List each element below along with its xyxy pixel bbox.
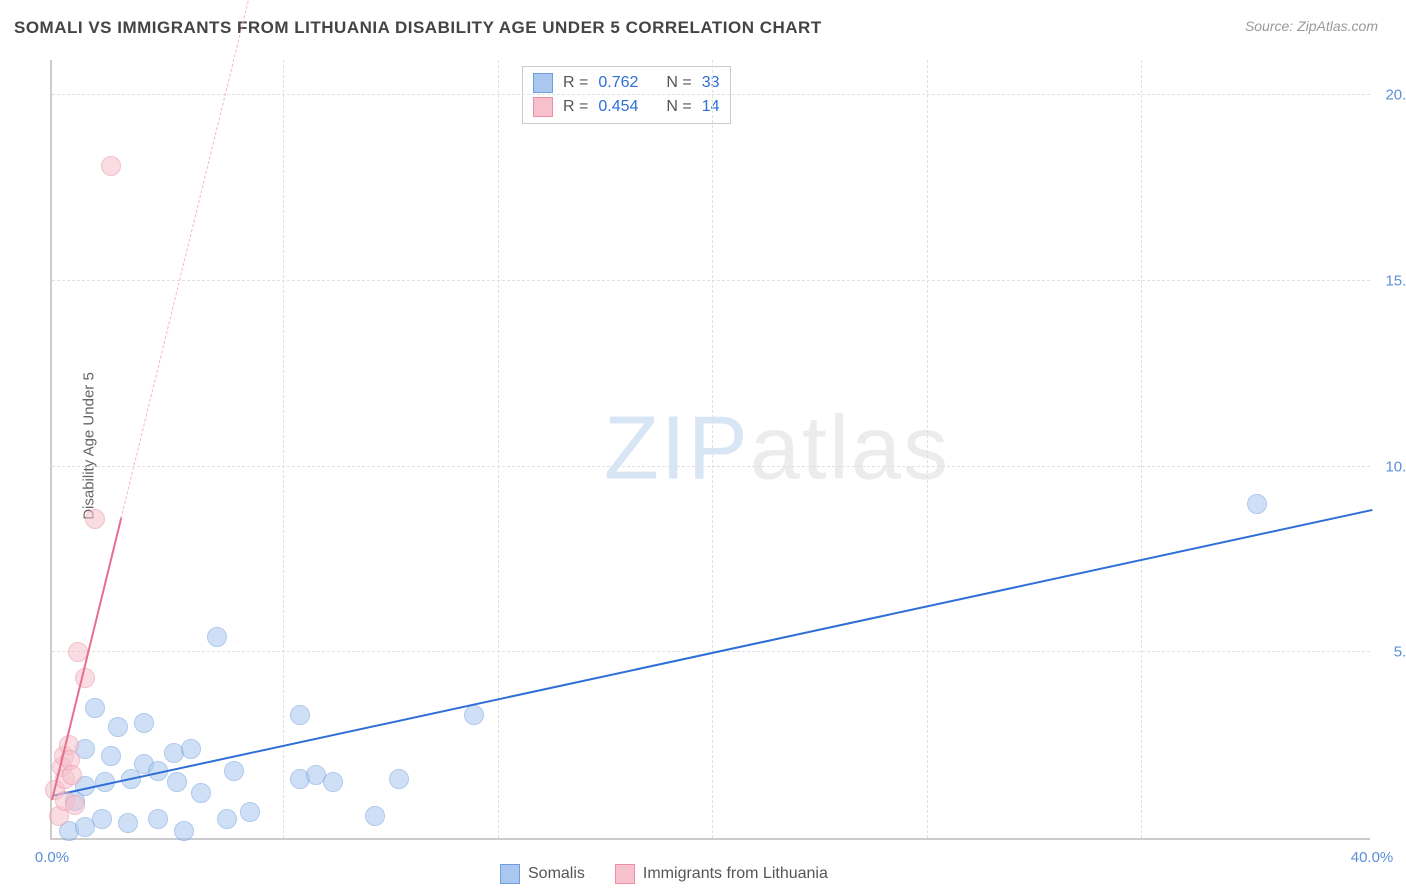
data-point [217, 809, 237, 829]
data-point [85, 509, 105, 529]
legend-item-lithuania: Immigrants from Lithuania [615, 864, 828, 884]
plot-area: ZIPatlas R = 0.762 N = 33 R = 0.454 N = … [50, 60, 1370, 840]
gridline-h [52, 94, 1370, 95]
r-value-lithuania: 0.454 [598, 95, 638, 119]
legend-swatch-somalis [500, 864, 520, 884]
data-point [134, 713, 154, 733]
data-point [224, 761, 244, 781]
legend-swatch-lithuania [615, 864, 635, 884]
data-point [92, 809, 112, 829]
gridline-v [927, 60, 928, 838]
data-point [181, 739, 201, 759]
source-attribution: Source: ZipAtlas.com [1245, 18, 1378, 34]
data-point [323, 772, 343, 792]
ytick-label: 10.0% [1378, 458, 1406, 475]
stats-row-somalis: R = 0.762 N = 33 [533, 71, 720, 95]
n-label: N = [666, 71, 691, 95]
r-value-somalis: 0.762 [598, 71, 638, 95]
legend-label-lithuania: Immigrants from Lithuania [643, 865, 828, 883]
data-point [108, 717, 128, 737]
gridline-v [283, 60, 284, 838]
data-point [191, 783, 211, 803]
ytick-label: 20.0% [1378, 87, 1406, 104]
data-point [65, 795, 85, 815]
data-point [365, 806, 385, 826]
r-label: R = [563, 95, 588, 119]
data-point [207, 627, 227, 647]
gridline-v [712, 60, 713, 838]
chart-title: SOMALI VS IMMIGRANTS FROM LITHUANIA DISA… [14, 18, 822, 38]
data-point [85, 698, 105, 718]
gridline-v [498, 60, 499, 838]
data-point [101, 156, 121, 176]
data-point [62, 765, 82, 785]
data-point [240, 802, 260, 822]
data-point [118, 813, 138, 833]
n-value-lithuania: 14 [702, 95, 720, 119]
xtick-label: 0.0% [35, 849, 69, 866]
n-value-somalis: 33 [702, 71, 720, 95]
watermark: ZIPatlas [604, 398, 950, 501]
watermark-zip: ZIP [604, 399, 750, 499]
data-point [464, 705, 484, 725]
n-label: N = [666, 95, 691, 119]
legend-item-somalis: Somalis [500, 864, 585, 884]
stats-row-lithuania: R = 0.454 N = 14 [533, 95, 720, 119]
watermark-atlas: atlas [750, 399, 950, 499]
data-point [148, 809, 168, 829]
gridline-v [1141, 60, 1142, 838]
data-point [290, 705, 310, 725]
gridline-h [52, 280, 1370, 281]
ytick-label: 15.0% [1378, 272, 1406, 289]
trend-line [121, 0, 267, 518]
data-point [167, 772, 187, 792]
swatch-lithuania [533, 97, 553, 117]
swatch-somalis [533, 73, 553, 93]
bottom-legend: Somalis Immigrants from Lithuania [500, 864, 828, 884]
r-label: R = [563, 71, 588, 95]
data-point [1247, 494, 1267, 514]
xtick-label: 40.0% [1351, 849, 1394, 866]
ytick-label: 5.0% [1378, 644, 1406, 661]
gridline-h [52, 466, 1370, 467]
data-point [101, 746, 121, 766]
legend-label-somalis: Somalis [528, 865, 585, 883]
data-point [174, 821, 194, 841]
data-point [389, 769, 409, 789]
